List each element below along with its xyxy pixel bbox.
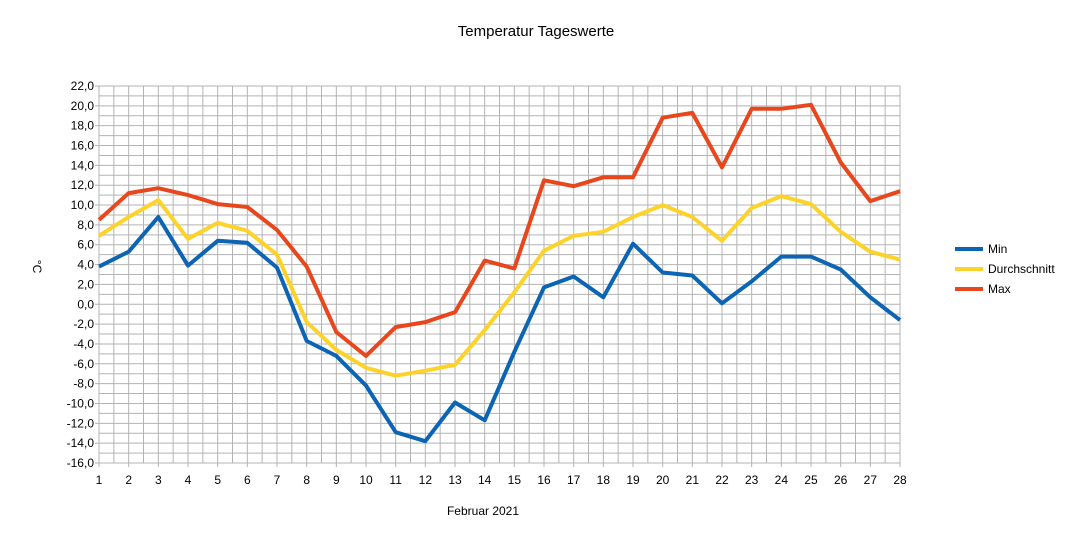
y-tick-label: -16,0 — [67, 456, 95, 470]
x-tick-label: 2 — [125, 473, 132, 487]
x-tick-label: 23 — [745, 473, 759, 487]
x-tick-label: 19 — [626, 473, 640, 487]
x-tick-label: 25 — [804, 473, 818, 487]
y-tick-label: 6,0 — [77, 238, 94, 252]
x-tick-label: 5 — [214, 473, 221, 487]
x-tick-label: 3 — [155, 473, 162, 487]
y-tick-label: 10,0 — [71, 198, 95, 212]
y-tick-label: -2,0 — [73, 317, 94, 331]
y-tick-label: 14,0 — [71, 158, 95, 172]
grid — [98, 85, 901, 464]
y-tick-label: 16,0 — [71, 139, 95, 153]
y-tick-label: -4,0 — [73, 337, 94, 351]
x-tick-label: 1 — [96, 473, 103, 487]
x-axis-title: Februar 2021 — [447, 504, 519, 518]
y-tick-label: -12,0 — [67, 416, 95, 430]
legend-label-min: Min — [988, 242, 1007, 256]
x-tick-label: 14 — [478, 473, 492, 487]
x-tick-label: 27 — [864, 473, 878, 487]
plot-frame — [98, 85, 901, 464]
x-tick-label: 28 — [893, 473, 907, 487]
x-tick-label: 21 — [686, 473, 700, 487]
y-axis-ticks: -16,0 -14,0 -12,0 -10,0 -8,0 -6,0 -4,0 -2,0 0,0 2… — [67, 79, 99, 470]
x-tick-label: 10 — [359, 473, 373, 487]
x-tick-label: 7 — [274, 473, 281, 487]
chart-title: Temperatur Tageswerte — [458, 23, 614, 40]
x-tick-label: 16 — [537, 473, 551, 487]
y-tick-label: 0,0 — [77, 297, 94, 311]
y-tick-label: 12,0 — [71, 178, 95, 192]
series-lines — [97, 102, 902, 444]
x-tick-label: 6 — [244, 473, 251, 487]
y-axis-title: °C — [30, 260, 44, 274]
y-tick-label: 18,0 — [71, 119, 95, 133]
x-tick-label: 17 — [567, 473, 581, 487]
x-tick-label: 26 — [834, 473, 848, 487]
x-tick-label: 15 — [508, 473, 522, 487]
y-tick-label: -8,0 — [73, 377, 94, 391]
y-tick-label: -6,0 — [73, 357, 94, 371]
series-line-max — [97, 102, 901, 358]
y-tick-label: 20,0 — [71, 99, 95, 113]
x-tick-label: 24 — [775, 473, 789, 487]
x-tick-label: 8 — [303, 473, 310, 487]
x-tick-label: 13 — [448, 473, 462, 487]
series-line-durchschnitt — [97, 194, 901, 378]
x-tick-label: 9 — [333, 473, 340, 487]
x-tick-label: 18 — [597, 473, 611, 487]
x-tick-label: 11 — [389, 473, 402, 487]
y-tick-label: -10,0 — [67, 396, 95, 410]
y-tick-label: 2,0 — [77, 277, 94, 291]
x-tick-label: 12 — [419, 473, 433, 487]
x-axis-ticks: 1 2 3 4 5 6 7 8 9 10 11 12 13 14 15 16 17 18 19 20 21 22 23 24 2… — [96, 463, 907, 487]
y-tick-label: -14,0 — [67, 436, 95, 450]
x-tick-label: 22 — [715, 473, 729, 487]
legend-label-durchschnitt: Durchschnitt — [988, 262, 1055, 276]
x-tick-label: 4 — [185, 473, 192, 487]
series-line-min — [98, 215, 902, 444]
legend-label-max: Max — [988, 282, 1011, 296]
legend: Min Durchschnitt Max — [955, 242, 1055, 296]
y-tick-label: 8,0 — [77, 218, 94, 232]
y-tick-label: 4,0 — [77, 258, 94, 272]
x-tick-label: 20 — [656, 473, 670, 487]
plot-border — [98, 85, 901, 464]
y-tick-label: 22,0 — [71, 79, 95, 93]
